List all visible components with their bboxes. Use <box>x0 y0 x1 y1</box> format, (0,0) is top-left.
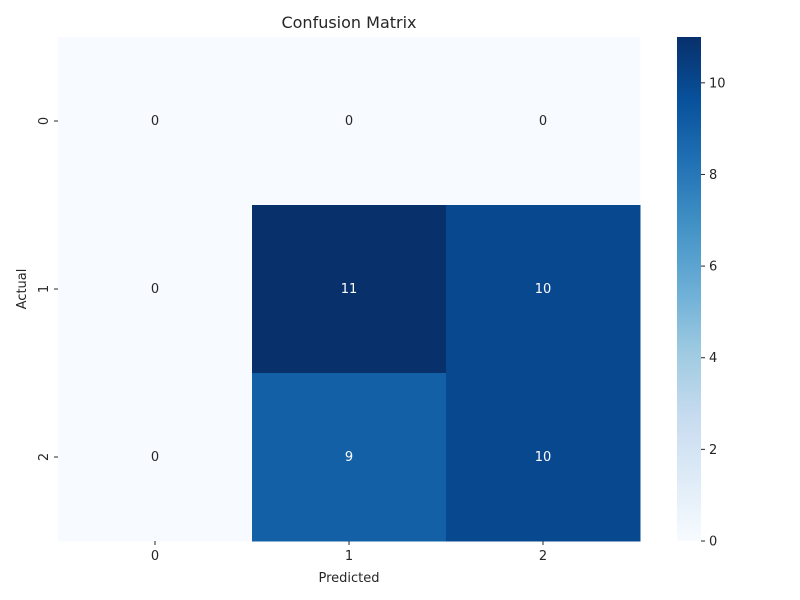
cell-annotation: 11 <box>341 282 358 297</box>
heatmap-cell <box>446 37 641 206</box>
cell-annotations: 0 0 0 0 11 10 0 9 10 <box>151 114 551 465</box>
cell-annotation: 9 <box>345 450 353 465</box>
colorbar-tick-label: 4 <box>709 351 717 366</box>
cell-annotation: 0 <box>539 114 547 129</box>
cell-annotation: 0 <box>151 450 159 465</box>
y-tick-label: 0 <box>37 117 52 125</box>
colorbar-tick-label: 8 <box>709 168 717 183</box>
y-axis-ticks: 0 1 2 <box>37 117 58 461</box>
cell-annotation: 0 <box>151 282 159 297</box>
x-tick-label: 1 <box>345 549 353 564</box>
heatmap-cell <box>58 205 253 374</box>
heatmap-cell <box>252 373 447 542</box>
cell-annotation: 0 <box>151 114 159 129</box>
heatmap-cell <box>252 37 447 206</box>
heatmap-cell <box>58 37 253 206</box>
x-tick-label: 2 <box>539 549 547 564</box>
cell-annotation: 0 <box>345 114 353 129</box>
cell-annotation: 10 <box>535 450 552 465</box>
heatmap-cell <box>58 373 253 542</box>
y-tick-label: 1 <box>37 285 52 293</box>
colorbar-tick-label: 0 <box>709 535 717 550</box>
colorbar-tick-label: 6 <box>709 260 717 275</box>
colorbar-tick-label: 10 <box>709 76 726 91</box>
x-axis-label: Predicted <box>318 571 379 586</box>
chart-title: Confusion Matrix <box>281 13 416 32</box>
colorbar-tick-label: 2 <box>709 443 717 458</box>
x-tick-label: 0 <box>151 549 159 564</box>
x-axis-ticks: 0 1 2 <box>151 541 547 564</box>
y-tick-label: 2 <box>37 453 52 461</box>
heatmap-cell <box>252 205 447 374</box>
y-axis-label: Actual <box>15 269 30 310</box>
heatmap-cells <box>58 37 641 542</box>
colorbar-ticks: 0 2 4 6 8 10 <box>701 76 726 550</box>
colorbar <box>677 37 701 541</box>
heatmap-cell <box>446 373 641 542</box>
heatmap-cell <box>446 205 641 374</box>
cell-annotation: 10 <box>535 282 552 297</box>
